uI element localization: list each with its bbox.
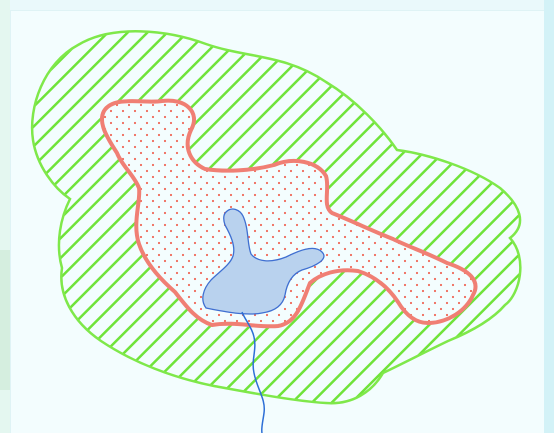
right-border-strip: [544, 0, 554, 433]
left-border-strip: [0, 0, 10, 433]
river-line[interactable]: [241, 311, 266, 433]
left-border-shade: [0, 250, 10, 390]
core-area[interactable]: [202, 208, 325, 315]
inner-zone-area[interactable]: [99, 98, 478, 329]
